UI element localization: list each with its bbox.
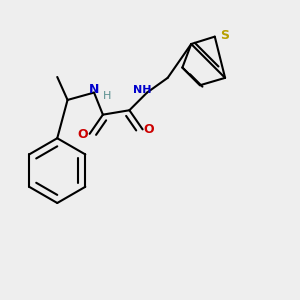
Text: O: O <box>143 124 154 136</box>
Text: N: N <box>89 83 99 96</box>
Text: S: S <box>220 29 229 42</box>
Text: NH: NH <box>133 85 151 95</box>
Text: H: H <box>103 91 112 101</box>
Text: O: O <box>77 128 88 141</box>
